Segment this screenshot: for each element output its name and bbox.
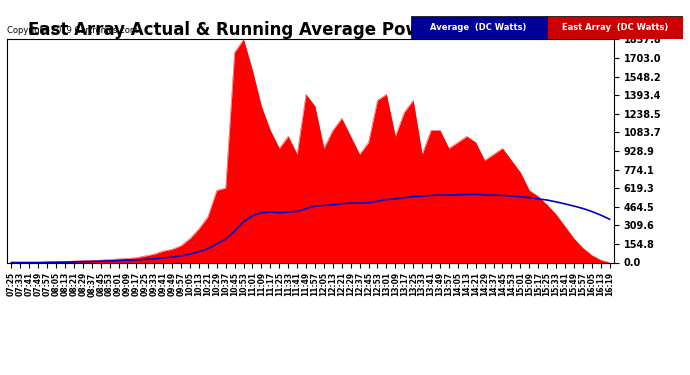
- Title: East Array Actual & Running Average Power Sat Dec 7 16:26: East Array Actual & Running Average Powe…: [28, 21, 593, 39]
- Text: East Array  (DC Watts): East Array (DC Watts): [562, 23, 668, 32]
- FancyBboxPatch shape: [411, 16, 547, 39]
- Text: Copyright 2019 Cartronics.com: Copyright 2019 Cartronics.com: [7, 26, 138, 35]
- FancyBboxPatch shape: [547, 16, 683, 39]
- Text: Average  (DC Watts): Average (DC Watts): [431, 23, 527, 32]
